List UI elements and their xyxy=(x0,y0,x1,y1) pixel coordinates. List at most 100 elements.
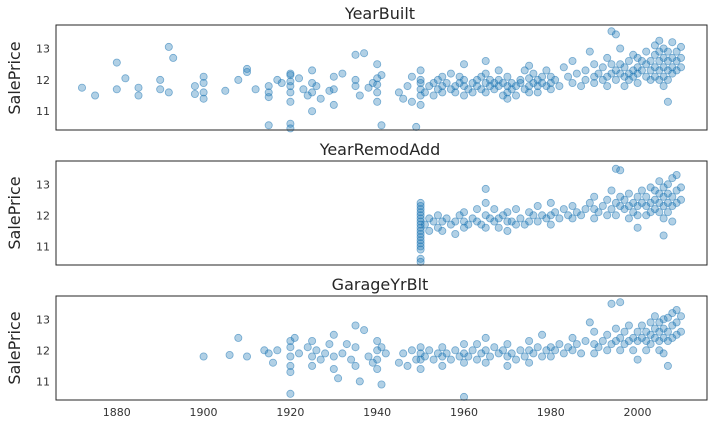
data-point xyxy=(451,229,460,238)
data-point xyxy=(494,349,503,358)
data-point xyxy=(286,343,295,352)
data-point xyxy=(529,79,538,88)
data-point xyxy=(420,88,429,97)
y-axis-ticks: 11 12 13 xyxy=(36,313,50,388)
data-point xyxy=(468,346,477,355)
data-point xyxy=(655,189,664,198)
data-point xyxy=(607,186,616,195)
data-point xyxy=(633,79,642,88)
data-point xyxy=(429,79,438,88)
data-point xyxy=(425,226,434,235)
data-point xyxy=(286,336,295,345)
data-point xyxy=(225,350,234,359)
data-point xyxy=(655,47,664,56)
data-point xyxy=(425,82,434,91)
data-point xyxy=(655,177,664,186)
data-point xyxy=(581,205,590,214)
data-point xyxy=(399,94,408,103)
data-point xyxy=(338,69,347,78)
data-point xyxy=(459,358,468,367)
data-point xyxy=(360,326,369,335)
data-point xyxy=(351,50,360,59)
data-point xyxy=(503,94,512,103)
data-point xyxy=(677,63,686,72)
data-point xyxy=(373,346,382,355)
data-point xyxy=(329,85,338,94)
data-point xyxy=(633,327,642,336)
data-point xyxy=(407,97,416,106)
data-point xyxy=(642,47,651,56)
data-point xyxy=(633,201,642,210)
data-point xyxy=(659,192,668,201)
data-point xyxy=(655,36,664,45)
data-point xyxy=(533,201,542,210)
data-point xyxy=(416,245,425,254)
data-point xyxy=(503,208,512,217)
data-point xyxy=(459,223,468,232)
data-point xyxy=(585,318,594,327)
data-point xyxy=(672,305,681,314)
data-point xyxy=(607,299,616,308)
data-point xyxy=(538,72,547,81)
data-point xyxy=(121,74,130,83)
data-point xyxy=(364,352,373,361)
data-point xyxy=(616,298,625,307)
data-point xyxy=(659,333,668,342)
data-point xyxy=(407,346,416,355)
data-point xyxy=(425,346,434,355)
data-point xyxy=(516,346,525,355)
data-point xyxy=(525,61,534,70)
data-point xyxy=(308,352,317,361)
data-point xyxy=(677,42,686,51)
data-point xyxy=(572,69,581,78)
data-point xyxy=(655,327,664,336)
data-point xyxy=(403,361,412,370)
data-point xyxy=(472,340,481,349)
data-point xyxy=(620,195,629,204)
data-point xyxy=(642,201,651,210)
data-point xyxy=(655,318,664,327)
data-point xyxy=(416,208,425,217)
subplot-yearremodadd: YearRemodAdd SalePrice 11 12 13 xyxy=(5,140,708,266)
data-point xyxy=(607,60,616,69)
data-point xyxy=(507,349,516,358)
data-point xyxy=(481,333,490,342)
data-point xyxy=(516,79,525,88)
data-point xyxy=(659,324,668,333)
data-point xyxy=(286,77,295,86)
data-point xyxy=(590,79,599,88)
data-point xyxy=(112,58,121,67)
data-point xyxy=(650,324,659,333)
data-point xyxy=(555,82,564,91)
x-tick-label: 1900 xyxy=(190,406,218,419)
data-point xyxy=(546,220,555,229)
data-point xyxy=(507,217,516,226)
data-point xyxy=(351,361,360,370)
data-point xyxy=(156,75,165,84)
data-point xyxy=(624,214,633,223)
data-point xyxy=(373,60,382,69)
data-point xyxy=(603,82,612,91)
data-point xyxy=(668,309,677,318)
data-point xyxy=(672,330,681,339)
data-point xyxy=(416,233,425,242)
y-axis-label: SalePrice xyxy=(5,176,24,249)
data-point xyxy=(442,79,451,88)
data-point xyxy=(585,47,594,56)
data-point xyxy=(403,82,412,91)
data-point xyxy=(503,340,512,349)
data-point xyxy=(264,121,273,130)
y-tick-label: 12 xyxy=(36,344,50,357)
data-point xyxy=(416,229,425,238)
data-point xyxy=(616,333,625,342)
data-point xyxy=(299,85,308,94)
subplot-title: YearBuilt xyxy=(344,4,415,23)
data-point xyxy=(650,195,659,204)
subplot-garageyrblt: GarageYrBlt SalePrice 11 12 13 1880 1900 192… xyxy=(5,275,708,419)
data-point xyxy=(394,88,403,97)
data-point xyxy=(464,220,473,229)
data-point xyxy=(637,198,646,207)
data-point xyxy=(373,364,382,373)
data-point xyxy=(637,333,646,342)
data-point xyxy=(677,327,686,336)
